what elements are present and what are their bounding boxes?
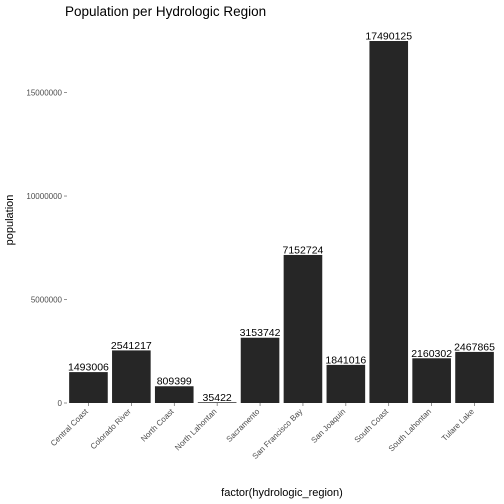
bar xyxy=(326,364,366,403)
data-label: 35422 xyxy=(203,392,232,404)
data-label: 7152724 xyxy=(283,244,324,256)
data-label: 809399 xyxy=(157,376,192,388)
x-tick-label: South Lahontan xyxy=(387,407,433,453)
x-tick-label: Sacramento xyxy=(225,407,262,444)
bar xyxy=(283,254,323,403)
bar xyxy=(412,358,451,403)
data-label: 1493006 xyxy=(68,362,109,374)
data-label: 2541217 xyxy=(111,340,152,352)
x-tick-label: South Coast xyxy=(353,407,391,445)
data-label: 2160302 xyxy=(411,348,452,360)
y-tick-label: 15000000 xyxy=(26,89,62,98)
x-tick-label: Colorado River xyxy=(89,407,133,451)
data-label: 1841016 xyxy=(325,354,366,366)
bar xyxy=(154,386,194,403)
bar xyxy=(455,351,494,403)
x-tick-label: San Joaquin xyxy=(309,407,347,445)
x-tick-label: North Coast xyxy=(139,407,176,444)
y-axis-label: population xyxy=(4,195,16,246)
x-axis-label: factor(hydrologic_region) xyxy=(221,487,343,499)
bar xyxy=(369,41,409,403)
x-tick-label: Tulare Lake xyxy=(440,407,476,443)
y-axis: 0 5000000 10000000 15000000 xyxy=(26,89,67,408)
y-tick-label: 10000000 xyxy=(26,192,62,201)
bar xyxy=(112,350,151,403)
data-label: 17490125 xyxy=(365,31,412,43)
bar xyxy=(69,372,108,403)
y-tick-label: 0 xyxy=(58,399,63,408)
bar xyxy=(240,337,280,403)
chart-title: Population per Hydrologic Region xyxy=(65,4,266,19)
y-tick-label: 5000000 xyxy=(31,296,63,305)
data-label: 3153742 xyxy=(240,327,281,339)
x-tick-label: North Lahontan xyxy=(173,407,218,452)
data-label: 2467865 xyxy=(454,341,495,353)
bar xyxy=(197,402,237,403)
x-tick-label: Central Coast xyxy=(49,407,90,448)
